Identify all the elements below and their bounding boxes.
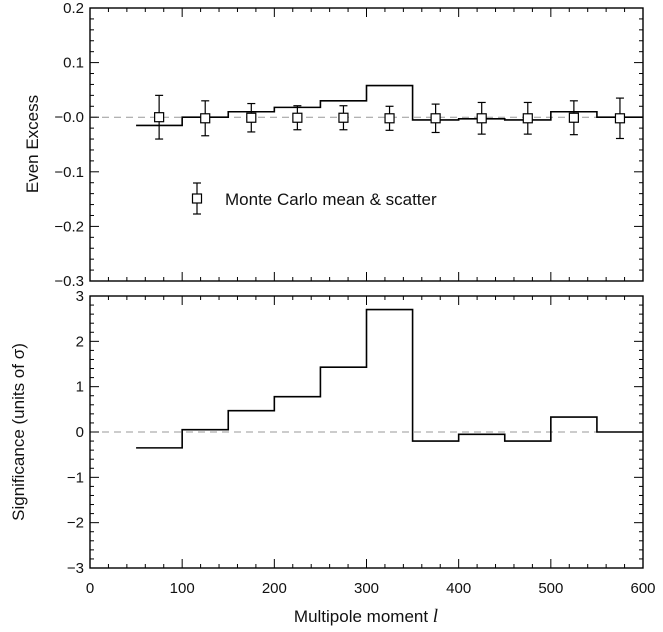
mc-point [384, 105, 395, 131]
xtick-label: 300 [354, 580, 379, 597]
top-axis-ticks: −0.3 −0.2 −0.1 −0.0 0.1 0.2 [54, 0, 644, 290]
top-plot-frame [89, 7, 644, 282]
legend-label: Monte Carlo mean & scatter [225, 190, 437, 209]
mc-marker-square [384, 113, 395, 124]
mc-point [246, 102, 257, 133]
xtick-label: 600 [630, 580, 655, 597]
top-ytick-label: 0.1 [63, 55, 84, 72]
top-ytick-label: −0.0 [54, 109, 84, 126]
bottom-panel-significance: −3 −2 −1 0 1 2 3 0 100 200 300 400 500 600 Significan… [9, 288, 656, 627]
top-panel-even-excess: −0.3 −0.2 −0.1 −0.0 0.1 0.2 Even Excess Monte… [23, 0, 644, 290]
bottom-step-series [136, 308, 643, 449]
top-ytick-label: −0.3 [54, 273, 84, 290]
top-ytick-label: −0.1 [54, 164, 84, 181]
bottom-y-axis-title: Significance (units of σ) [9, 343, 28, 521]
bottom-ytick-label: −2 [67, 515, 84, 532]
xtick-label: 100 [170, 580, 195, 597]
mc-marker-square [476, 113, 487, 124]
bottom-ytick-label: 3 [76, 288, 84, 305]
mc-marker-square [568, 112, 579, 123]
mc-point [568, 100, 579, 136]
mc-point [522, 101, 533, 135]
mc-marker-square [154, 112, 165, 123]
bottom-ytick-label: 1 [76, 379, 84, 396]
xtick-label: 0 [86, 580, 94, 597]
top-y-axis-title: Even Excess [23, 95, 42, 193]
mc-point [430, 103, 441, 134]
top-ytick-label: −0.2 [54, 218, 84, 235]
bottom-ytick-label: 2 [76, 333, 84, 350]
mc-point [476, 101, 487, 135]
mc-marker-square [614, 113, 626, 124]
legend-marker-square [191, 193, 203, 204]
mc-point [154, 94, 165, 140]
mc-marker-square [522, 113, 533, 124]
mc-marker-square [200, 113, 211, 124]
bottom-ytick-label: −3 [67, 560, 84, 577]
x-axis-title-text: Multipole moment [294, 607, 433, 626]
xtick-label: 400 [446, 580, 471, 597]
mc-point [200, 100, 211, 137]
bottom-axis-ticks: −3 −2 −1 0 1 2 3 0 100 200 300 400 500 600 [67, 288, 656, 597]
bottom-data-marks [136, 308, 643, 449]
mc-point [292, 105, 303, 131]
top-data-marks [136, 84, 643, 140]
x-axis-title-symbol: l [433, 606, 438, 627]
top-ytick-label: 0.2 [63, 0, 84, 17]
bottom-ytick-label: −1 [67, 469, 84, 486]
bottom-ytick-label: 0 [76, 424, 84, 441]
xtick-label: 500 [538, 580, 563, 597]
mc-marker-square [430, 113, 441, 124]
legend: Monte Carlo mean & scatter [191, 182, 437, 215]
xtick-label: 200 [262, 580, 287, 597]
mc-marker-square [338, 112, 349, 123]
mc-point [614, 97, 626, 140]
x-axis-title: Multipole moment l [294, 606, 438, 627]
top-step-series [136, 84, 643, 127]
mc-point [338, 105, 349, 131]
mc-marker-square [246, 112, 257, 123]
mc-marker-square [292, 112, 303, 123]
